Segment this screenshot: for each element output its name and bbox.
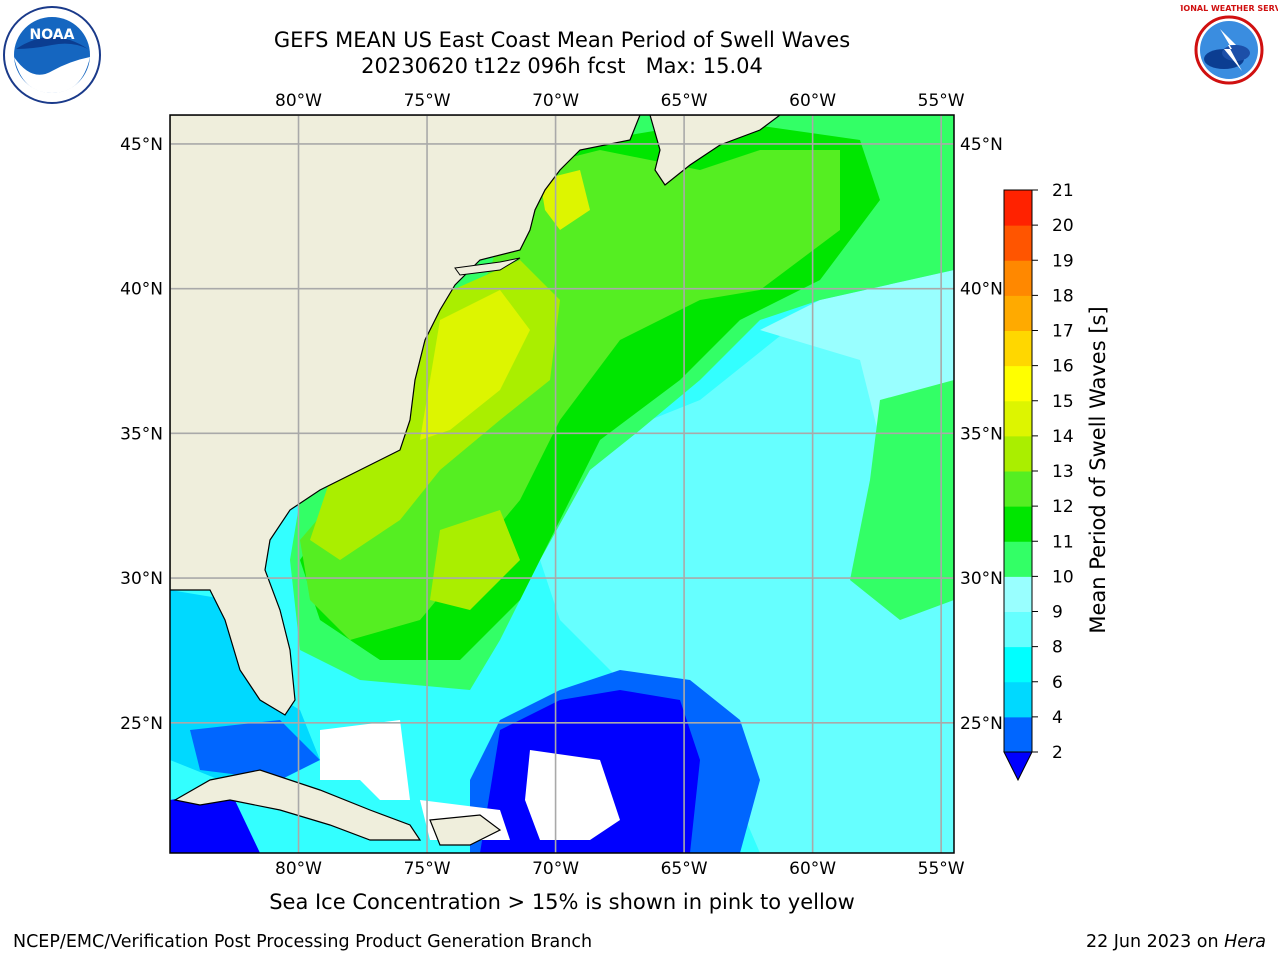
- colorbar-band: [1004, 295, 1032, 331]
- axis-tick-labels: 80°W 80°W 75°W 75°W 70°W 70°W 65°W 65°W 60°W 60°W…: [120, 91, 1003, 879]
- lat-label-left: 25°N: [120, 714, 163, 734]
- colorbar-tick-label: 20: [1052, 216, 1074, 236]
- lon-label-top: 55°W: [918, 91, 965, 111]
- colorbar-tick-label: 14: [1052, 427, 1074, 447]
- colorbar-band: [1004, 190, 1032, 226]
- colorbar-tick-label: 9: [1052, 603, 1063, 623]
- noaa-logo: NOAA: [3, 6, 101, 104]
- colorbar-tick-label: 2: [1052, 743, 1063, 763]
- max-value: Max: 15.04: [645, 54, 763, 78]
- lon-label-bottom: 70°W: [532, 859, 579, 879]
- swell-core-south: [430, 510, 520, 610]
- lat-label-left: 35°N: [120, 424, 163, 444]
- lon-label-bottom: 80°W: [275, 859, 322, 879]
- swell-core-yellow: [420, 290, 530, 440]
- lon-label-bottom: 75°W: [404, 859, 451, 879]
- map-title: GEFS MEAN US East Coast Mean Period of S…: [273, 28, 851, 52]
- forecast-run: 20230620 t12z 096h fcst: [361, 54, 626, 78]
- lon-label-top: 65°W: [661, 91, 708, 111]
- colorbar-band: [1004, 541, 1032, 577]
- lat-label-left: 40°N: [120, 280, 163, 300]
- footer-credit: NCEP/EMC/Verification Post Processing Pr…: [13, 932, 593, 952]
- colorbar-band: [1004, 435, 1032, 472]
- colorbar-tick-label: 6: [1052, 673, 1063, 693]
- lat-label-left: 45°N: [120, 135, 163, 155]
- colorbar-band: [1004, 260, 1032, 296]
- colorbar: 2 4 6 8 9 10 11 12 13 14 15 16 17 18 19 20 21: [1003, 181, 1074, 782]
- map-field: [170, 115, 954, 853]
- colorbar-band: [1004, 330, 1032, 367]
- colorbar-band: [1004, 611, 1032, 648]
- colorbar-band: [1004, 225, 1032, 261]
- colorbar-tick-label: 17: [1052, 322, 1074, 342]
- caribbean-deep-blue: [170, 790, 260, 853]
- lat-label-right: 25°N: [960, 714, 1003, 734]
- footer-date: 22 Jun 2023 on Hera: [1086, 932, 1266, 952]
- colorbar-band: [1004, 506, 1032, 542]
- colorbar-tick-label: 11: [1052, 532, 1074, 552]
- colorbar-tick-label: 16: [1052, 357, 1074, 377]
- colorbar-tick-label: 21: [1052, 181, 1074, 201]
- colorbar-tick-label: 4: [1052, 708, 1063, 728]
- caribbean-blue: [190, 720, 320, 780]
- swell-band-mid: [300, 150, 840, 640]
- lon-label-bottom: 65°W: [661, 859, 708, 879]
- colorbar-tick-label: 18: [1052, 286, 1074, 306]
- us-east-coast-land: [170, 115, 641, 716]
- colorbar-tick-label: 8: [1052, 638, 1063, 658]
- lon-label-top: 60°W: [789, 91, 836, 111]
- map-subtitle: 20230620 t12z 096h fcst Max: 15.04: [170, 53, 954, 79]
- swell-core-gulf-maine: [540, 170, 590, 230]
- maritimes-land: [649, 115, 781, 186]
- cuba-land: [173, 769, 422, 841]
- noaa-logo-text: NOAA: [30, 27, 75, 43]
- missing-data-bahamas: [320, 720, 410, 800]
- lon-label-bottom: 55°W: [918, 859, 965, 879]
- lat-label-left: 30°N: [120, 569, 163, 589]
- sea-ice-caption: Sea Ice Concentration > 15% is shown in …: [269, 890, 855, 914]
- colorbar-title: Mean Period of Swell Waves [s]: [1086, 306, 1110, 634]
- lat-label-right: 40°N: [960, 280, 1003, 300]
- lon-label-top: 70°W: [532, 91, 579, 111]
- hispaniola-land: [429, 814, 502, 846]
- long-island-land: [454, 257, 521, 276]
- nws-logo: NATIONAL WEATHER SERVICE: [1180, 3, 1278, 97]
- colorbar-tick-label: 13: [1052, 462, 1074, 482]
- colorbar-tick-label: 10: [1052, 567, 1074, 587]
- lon-label-top: 75°W: [404, 91, 451, 111]
- footer-date-text: 22 Jun 2023 on: [1085, 932, 1225, 952]
- colorbar-band: [1004, 646, 1032, 683]
- colorbar-band: [1004, 400, 1032, 437]
- colorbar-tick-label: 15: [1052, 392, 1074, 412]
- colorbar-tick-label: 12: [1052, 497, 1074, 517]
- colorbar-band: [1004, 681, 1032, 718]
- missing-data-south: [525, 750, 620, 840]
- lat-label-right: 30°N: [960, 569, 1003, 589]
- colorbar-tick-label: 19: [1052, 251, 1074, 271]
- lon-label-top: 80°W: [275, 91, 322, 111]
- colorbar-band: [1004, 576, 1032, 612]
- lat-label-right: 45°N: [960, 135, 1003, 155]
- colorbar-extend-arrow: [1003, 751, 1033, 782]
- colorbar-band: [1004, 365, 1032, 402]
- colorbar-band: [1004, 471, 1032, 507]
- colorbar-band: [1004, 716, 1032, 753]
- lon-label-bottom: 60°W: [789, 859, 836, 879]
- gridlines: [170, 115, 954, 853]
- map-frame: [169, 114, 955, 854]
- footer-machine: Hera: [1224, 932, 1266, 952]
- nws-logo-text: NATIONAL WEATHER SERVICE: [1180, 4, 1278, 13]
- east-green-patch: [850, 380, 954, 620]
- lat-label-right: 35°N: [960, 424, 1003, 444]
